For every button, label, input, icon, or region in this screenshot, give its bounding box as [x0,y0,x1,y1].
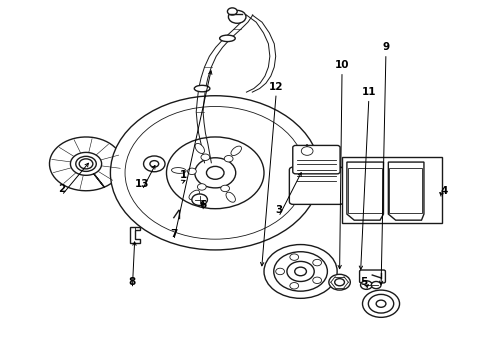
Circle shape [143,156,164,172]
Circle shape [206,166,224,179]
Circle shape [301,147,312,155]
Circle shape [375,300,385,307]
Ellipse shape [225,192,235,202]
Text: 13: 13 [135,179,149,189]
Ellipse shape [230,146,241,156]
Circle shape [197,184,206,190]
Text: 2: 2 [58,184,65,194]
Circle shape [294,267,306,276]
Text: 7: 7 [170,229,177,239]
Circle shape [360,271,371,279]
Circle shape [360,281,371,289]
Text: 9: 9 [382,42,388,52]
Circle shape [201,154,209,161]
Text: 5: 5 [360,277,367,287]
Circle shape [289,283,298,289]
Circle shape [328,274,349,290]
Text: 10: 10 [334,60,348,70]
Text: 4: 4 [440,186,447,196]
Circle shape [367,294,393,313]
Bar [341,157,441,223]
FancyBboxPatch shape [289,167,343,204]
Circle shape [76,156,96,171]
Circle shape [273,252,327,291]
Polygon shape [346,162,383,220]
Text: 3: 3 [274,206,282,216]
Bar [388,168,422,213]
FancyBboxPatch shape [359,270,385,283]
Text: 6: 6 [199,200,206,210]
Circle shape [228,10,245,23]
Circle shape [312,277,321,284]
Circle shape [289,254,298,260]
Circle shape [194,158,235,188]
Ellipse shape [195,143,204,153]
Bar [347,168,381,213]
Circle shape [264,244,336,298]
Circle shape [334,279,344,286]
Circle shape [79,159,93,169]
Circle shape [370,282,380,289]
Polygon shape [387,162,423,220]
Circle shape [187,168,196,175]
Circle shape [224,156,233,162]
Circle shape [166,137,264,209]
Circle shape [362,290,399,318]
Circle shape [150,161,158,167]
Text: 11: 11 [361,87,375,97]
Ellipse shape [194,85,209,92]
Text: 12: 12 [268,82,283,92]
Ellipse shape [171,168,186,174]
Circle shape [286,261,314,282]
Ellipse shape [219,35,235,41]
FancyBboxPatch shape [292,145,339,174]
Circle shape [275,268,284,275]
Circle shape [220,185,229,192]
Circle shape [227,8,237,15]
Polygon shape [49,137,122,191]
Circle shape [125,107,305,239]
Circle shape [110,96,320,250]
Text: 1: 1 [180,170,187,180]
Circle shape [363,273,368,277]
Circle shape [191,194,207,206]
Circle shape [312,259,321,266]
Ellipse shape [188,190,199,199]
Text: 8: 8 [128,277,136,287]
Polygon shape [130,226,140,243]
